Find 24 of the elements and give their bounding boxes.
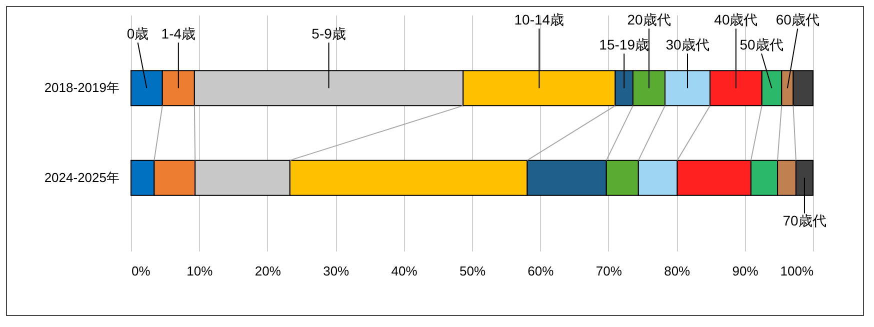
x-tick-label: 100% [780,264,814,278]
x-tick-label: 50% [459,264,486,278]
x-tick-label: 90% [732,264,759,278]
x-tick-label: 10% [186,264,214,278]
x-tick-label: 0% [132,264,151,278]
text: 10-14歳 [514,12,564,28]
series-label: 15-19歳 [599,36,649,53]
text: 1-4歳 [161,26,196,42]
series-label: 30歳代 [666,36,710,53]
text: 40歳代 [714,12,758,28]
y-tick-label: 2018-2019年 [44,80,120,96]
x-tick-label: 70% [596,264,622,278]
x-tick-label: 60% [528,264,554,278]
y-tick-label: 2024-2025年 [44,170,120,185]
x-tick-label: 80% [664,264,691,278]
x-tick-label: 20% [254,264,282,278]
text: 60歳代 [776,12,820,28]
x-tick-label: 30% [323,264,350,278]
series-label: 50歳代 [740,36,784,53]
series-label: 70歳代 [782,212,826,228]
x-tick-label: 40% [391,264,418,278]
text: 0歳 [126,26,149,42]
text: 20歳代 [627,12,671,28]
text: 5-9歳 [312,26,346,42]
